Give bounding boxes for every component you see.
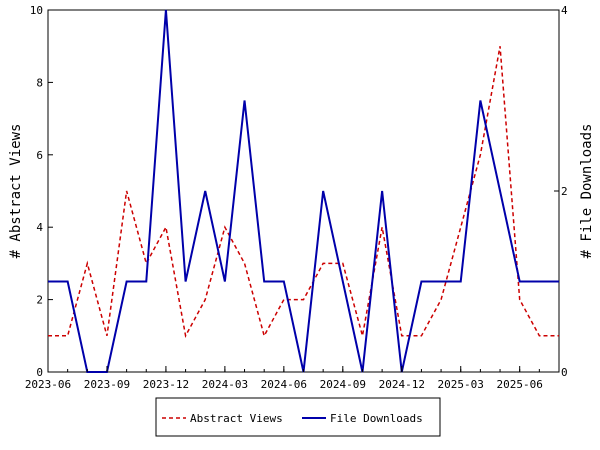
legend: Abstract Views File Downloads: [155, 397, 441, 437]
y-left-tick-label: 4: [36, 221, 43, 234]
legend-box: [155, 397, 441, 437]
abstract-views-series-line: [48, 46, 559, 339]
y-left-axis-title: # Abstract Views: [8, 124, 24, 259]
y-left-tick-label: 10: [30, 4, 43, 17]
y-left-tick-label: 8: [36, 76, 43, 89]
y-left-tick-label: 0: [36, 366, 43, 379]
x-tick-label: 2023-09: [84, 378, 130, 391]
x-tick-label: 2024-09: [320, 378, 366, 391]
y-right-tick-label: 0: [561, 366, 568, 379]
x-tick-label: 2025-03: [438, 378, 484, 391]
x-tick-label: 2025-06: [497, 378, 543, 391]
ticks-layer: 0 2 4 6 8 10 0 2 4 2023-06 2023-09 2023-12 2024-03 20…: [25, 4, 568, 391]
x-tick-label: 2024-06: [261, 378, 307, 391]
plot-frame: [47, 9, 560, 373]
y-right-tick-label: 2: [561, 185, 568, 198]
y-left-tick-label: 6: [36, 149, 43, 162]
x-tick-label: 2023-06: [25, 378, 71, 391]
legend-abstract-views-label: Abstract Views: [190, 412, 283, 425]
y-left-tick-label: 2: [36, 294, 43, 307]
y-right-tick-label: 4: [561, 4, 568, 17]
legend-file-downloads-label: File Downloads: [330, 412, 423, 425]
x-tick-label: 2023-12: [143, 378, 189, 391]
x-tick-label: 2024-12: [379, 378, 425, 391]
y-right-axis-title: # File Downloads: [579, 124, 595, 259]
x-tick-label: 2024-03: [202, 378, 248, 391]
